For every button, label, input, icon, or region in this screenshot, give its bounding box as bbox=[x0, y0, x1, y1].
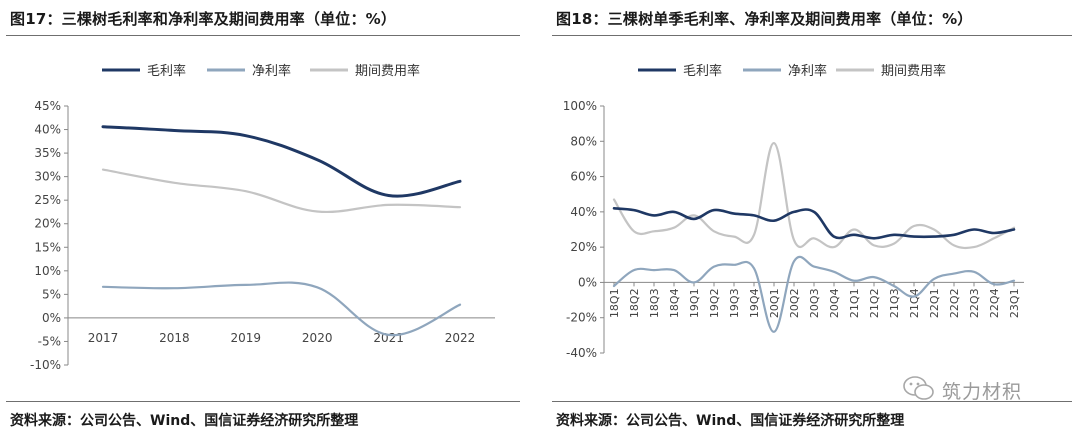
y-axis: 100% 80% 60% 40% 20% 0% -20% -40% bbox=[563, 99, 605, 360]
title-rule-1 bbox=[6, 35, 520, 36]
y-tick-label-6: 0% bbox=[578, 275, 597, 289]
y-tick-label-11: -5% bbox=[38, 334, 61, 348]
source-rule-2 bbox=[552, 401, 1072, 402]
legend-label-1: 毛利率 bbox=[147, 63, 186, 79]
chart-panel-1: 图17：三棵树毛利率和净利率及期间费用率（单位：%） 毛利率 净利率 期间费用率 45… bbox=[0, 0, 526, 437]
x-tick-label-20: 22Q4 bbox=[988, 288, 1001, 318]
x-tick-label-21: 23Q1 bbox=[1008, 288, 1021, 318]
x-tick-label-13: 21Q1 bbox=[848, 288, 861, 318]
y-tick-label-9: 5% bbox=[42, 287, 61, 301]
legend: 毛利率 净利率 期间费用率 bbox=[638, 63, 946, 79]
x-tick-label-8: 19Q4 bbox=[748, 288, 761, 318]
x-tick-label-1: 2017 bbox=[88, 331, 119, 345]
legend-label-2: 净利率 bbox=[252, 63, 291, 79]
series-line-1 bbox=[101, 125, 462, 198]
y-tick-label-7: -20% bbox=[566, 311, 597, 325]
x-tick-label-17: 22Q1 bbox=[928, 288, 941, 318]
x-tick-label-18: 22Q2 bbox=[948, 288, 961, 318]
y-tick-label-8: -40% bbox=[566, 346, 597, 360]
wechat-icon bbox=[903, 376, 934, 400]
y-tick-label-5: 25% bbox=[34, 193, 61, 207]
x-tick-label-10: 20Q2 bbox=[788, 288, 801, 318]
y-tick-label-2: 40% bbox=[34, 123, 61, 137]
x-tick-label-3: 18Q3 bbox=[648, 288, 661, 318]
series-line-3 bbox=[101, 168, 462, 214]
x-tick-label-4: 2020 bbox=[302, 331, 333, 345]
x-tick-label-15: 21Q3 bbox=[888, 288, 901, 318]
chart-source-1: 资料来源：公司公告、Wind、国信证券经济研究所整理 bbox=[10, 413, 359, 429]
y-tick-label-1: 100% bbox=[563, 99, 597, 113]
watermark: 筑力材积 bbox=[902, 373, 1052, 403]
legend-label-2: 净利率 bbox=[788, 63, 827, 79]
legend-label-1: 毛利率 bbox=[683, 63, 722, 79]
x-tick-label-9: 20Q1 bbox=[768, 288, 781, 318]
chart-title-1: 图17：三棵树毛利率和净利率及期间费用率（单位：%） bbox=[10, 10, 397, 28]
chart-svg-1: 毛利率 净利率 期间费用率 45% 40% 35% 30% 25% 20% 15% 10% 5% 0% -… bbox=[30, 63, 495, 372]
y-tick-label-3: 35% bbox=[34, 146, 61, 160]
x-tick-label-6: 2022 bbox=[445, 331, 476, 345]
legend-label-3: 期间费用率 bbox=[355, 63, 420, 79]
y-tick-label-6: 20% bbox=[34, 217, 61, 231]
x-tick-label-2: 18Q2 bbox=[628, 288, 641, 318]
series-line-2 bbox=[612, 255, 1016, 333]
y-tick-label-8: 10% bbox=[34, 264, 61, 278]
y-tick-label-10: 0% bbox=[42, 311, 61, 325]
y-tick-label-4: 30% bbox=[34, 170, 61, 184]
x-tick-label-12: 20Q4 bbox=[828, 288, 841, 318]
chart-title-2: 图18：三棵树单季毛利率、净利率及期间费用率（单位：%） bbox=[556, 10, 973, 28]
y-tick-label-7: 15% bbox=[34, 240, 61, 254]
x-axis: 18Q1 18Q2 18Q3 18Q4 19Q1 19Q2 19Q3 19Q4 20Q1 20Q2… bbox=[604, 281, 1024, 318]
title-rule-2 bbox=[552, 35, 1072, 36]
series-line-3 bbox=[612, 141, 1016, 250]
x-tick-label-7: 19Q3 bbox=[728, 288, 741, 318]
x-tick-label-5: 19Q1 bbox=[688, 288, 701, 318]
y-tick-label-5: 20% bbox=[570, 240, 597, 254]
x-tick-label-11: 20Q3 bbox=[808, 288, 821, 318]
y-tick-label-1: 45% bbox=[34, 99, 61, 113]
x-tick-label-3: 2019 bbox=[231, 331, 262, 345]
y-tick-label-12: -10% bbox=[30, 358, 61, 372]
x-tick-label-4: 18Q4 bbox=[668, 288, 681, 318]
legend: 毛利率 净利率 期间费用率 bbox=[102, 63, 420, 79]
y-tick-label-4: 40% bbox=[570, 205, 597, 219]
chart-source-2: 资料来源：公司公告、Wind、国信证券经济研究所整理 bbox=[556, 413, 905, 429]
y-axis: 45% 40% 35% 30% 25% 20% 15% 10% 5% 0% -5% -10% bbox=[30, 99, 69, 372]
x-tick-label-1: 18Q1 bbox=[608, 288, 621, 318]
series-line-2 bbox=[101, 281, 462, 337]
legend-label-3: 期间费用率 bbox=[881, 63, 946, 79]
chart-svg-2: 毛利率 净利率 期间费用率 100% 80% 60% 40% 20% 0% -20% -40% 18Q… bbox=[563, 63, 1024, 360]
x-tick-label-14: 21Q2 bbox=[868, 288, 881, 318]
watermark-text: 筑力材积 bbox=[942, 381, 1023, 403]
series-line-1 bbox=[612, 207, 1016, 240]
x-tick-label-2: 2018 bbox=[159, 331, 190, 345]
y-tick-label-2: 80% bbox=[570, 134, 597, 148]
x-axis: 2017 2018 2019 2020 2021 2022 bbox=[68, 317, 495, 345]
chart-panel-2: 图18：三棵树单季毛利率、净利率及期间费用率（单位：%） 毛利率 净利率 期间费用率… bbox=[546, 0, 1080, 437]
source-rule-1 bbox=[6, 401, 520, 402]
x-tick-label-19: 22Q3 bbox=[968, 288, 981, 318]
y-tick-label-3: 60% bbox=[570, 170, 597, 184]
x-tick-label-6: 19Q2 bbox=[708, 288, 721, 318]
x-tick-label-5: 2021 bbox=[373, 331, 404, 345]
